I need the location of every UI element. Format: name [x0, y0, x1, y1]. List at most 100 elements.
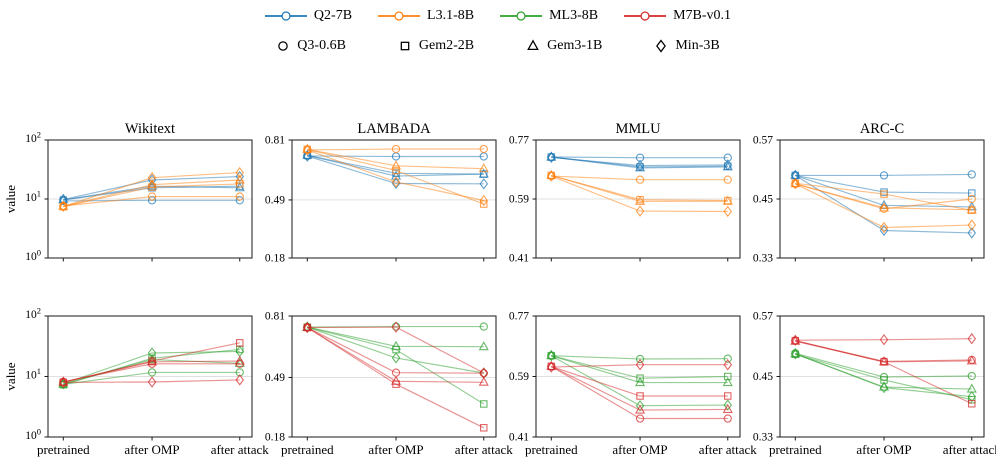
triangle-marker [722, 376, 733, 387]
circle-marker [967, 170, 976, 179]
triangle-marker [966, 204, 977, 214]
square-marker-icon [398, 39, 412, 53]
square-marker [636, 392, 644, 400]
series-line-L3.1-8B-Min-3B [795, 183, 972, 229]
square-marker [968, 399, 976, 408]
diamond-marker [303, 321, 312, 334]
square-marker [880, 190, 888, 198]
subplot-title: LAMBADA [357, 121, 431, 137]
triangle-marker [302, 321, 313, 332]
diamond-marker [879, 221, 889, 234]
diamond-marker [59, 376, 68, 389]
legend-item-gem2-2b[interactable]: Gem2-2B [398, 38, 474, 54]
chart-canvas-Wikitext: 102 101 100 Wikitext value [3, 121, 253, 263]
triangle-marker [790, 178, 801, 188]
y-tick-label: 0.18 [265, 253, 285, 265]
legend-small-models-row: Q3-0.6B Gem2-2B Gem3-1B Min-3B [276, 38, 720, 54]
series-line-L3.1-8B-Gem2-2B [795, 182, 972, 211]
y-tick-label: 100 [25, 248, 41, 264]
legend-line-sample [500, 11, 543, 21]
line-circle-icon [378, 9, 421, 23]
x-tick-label: after OMP [612, 442, 667, 457]
circle-marker-icon [276, 39, 290, 53]
legend-item-q2-7b[interactable]: Q2-7B [264, 8, 352, 24]
legend-line-sample [264, 11, 307, 21]
legend-marker-sample [527, 39, 539, 51]
square-marker [968, 189, 976, 197]
circle-marker [635, 175, 645, 184]
diamond-marker [235, 374, 245, 386]
diamond-marker [547, 151, 556, 164]
axes-box [291, 139, 497, 259]
legend-line-sample [378, 11, 421, 21]
y-tick-label: 0.57 [753, 135, 773, 147]
series-line-Q2-7B-Min-3B [307, 155, 484, 185]
subplot-title: Wikitext [125, 121, 175, 137]
chart-canvas-ARC-C: 0.57 0.45 0.33 ARC-C [753, 121, 985, 265]
circle-marker [147, 192, 157, 201]
y-tick-label: 0.81 [265, 135, 285, 147]
y-tick-label: 0.57 [753, 311, 773, 323]
series-line-L3.1-8B-Min-3B [63, 172, 240, 207]
series-line-L3.1-8B-Gem3-1B [63, 179, 240, 207]
diamond-marker [147, 376, 157, 388]
legend-item-ml3-8b[interactable]: ML3-8B [500, 8, 598, 24]
diamond-marker [723, 205, 733, 218]
y-axis-label: value [3, 362, 18, 390]
series-line-Q2-7B-Gem3-1B [307, 154, 484, 177]
subplot-title: ARC-C [860, 121, 904, 137]
legend-item-gem3-1b[interactable]: Gem3-1B [526, 38, 602, 54]
subplot-lambada-row2: 0.81 0.49 0.18 pretrained after OMP after att… [265, 311, 513, 457]
triangle-marker [722, 195, 733, 205]
square-marker [236, 339, 244, 347]
legend-item-min-3b[interactable]: Min-3B [654, 38, 720, 54]
circle-marker [281, 11, 291, 21]
y-tick-label: 0.41 [509, 253, 529, 265]
square-marker [480, 400, 488, 408]
y-tick-label: 0.45 [753, 371, 773, 383]
subplot-wikitext-row2: 102 101 100 pretrained after OMP after attack… [3, 306, 269, 458]
y-tick-label: 102 [25, 130, 41, 146]
series-line-L3.1-8B-Min-3B [307, 149, 484, 202]
diamond-marker [791, 178, 800, 190]
series-line-ML3-8B-Gem3-1B [551, 355, 728, 384]
y-tick-label: 0.77 [509, 311, 529, 323]
legend-small-model-label: Q3-0.6B [297, 38, 346, 53]
series-line-M7B-v0.1-Q3-0.6B [551, 365, 728, 420]
legend-item-l31-8b[interactable]: L3.1-8B [378, 8, 474, 24]
legend-line-sample [624, 11, 667, 21]
subplot-arcc-row2: 0.57 0.45 0.33 pretrained after OMP after att… [753, 311, 996, 457]
diamond-marker [391, 321, 401, 333]
y-tick-label: 0.49 [265, 372, 285, 384]
triangle-marker [146, 179, 158, 189]
series-line-Q2-7B-Gem2-2B [795, 174, 972, 194]
legend-small-model-label: Min-3B [675, 38, 720, 53]
legend-item-q3-06b[interactable]: Q3-0.6B [276, 38, 346, 54]
triangle-marker [634, 404, 646, 414]
diamond-marker [723, 359, 733, 371]
legend-model-label: ML3-8B [549, 8, 599, 23]
circle-marker [516, 11, 526, 21]
legend-item-m7b-v01[interactable]: M7B-v0.1 [624, 8, 731, 24]
diamond-marker [479, 367, 489, 379]
diamond-marker [635, 159, 645, 172]
line-circle-icon [624, 9, 667, 23]
series-line-ML3-8B-Min-3B [63, 350, 240, 385]
triangle-marker [546, 350, 557, 360]
square-marker [392, 166, 400, 175]
circle-marker [723, 414, 732, 423]
series-line-Q2-7B-Q3-0.6B [795, 173, 972, 176]
legend-marker-sample [400, 41, 410, 51]
diamond-marker [547, 349, 556, 362]
circle-marker [394, 11, 404, 21]
series-line-M7B-v0.1-Min-3B [63, 379, 240, 383]
triangle-marker [546, 151, 557, 161]
axes-box [291, 315, 497, 438]
square-marker [400, 41, 410, 51]
circle-marker [723, 175, 732, 184]
y-tick-label: 0.81 [265, 311, 285, 323]
x-tick-label: after OMP [856, 442, 911, 457]
line-circle-icon [264, 9, 307, 23]
subplot-mmlu-row1: 0.77 0.59 0.41 MMLU [509, 121, 741, 265]
